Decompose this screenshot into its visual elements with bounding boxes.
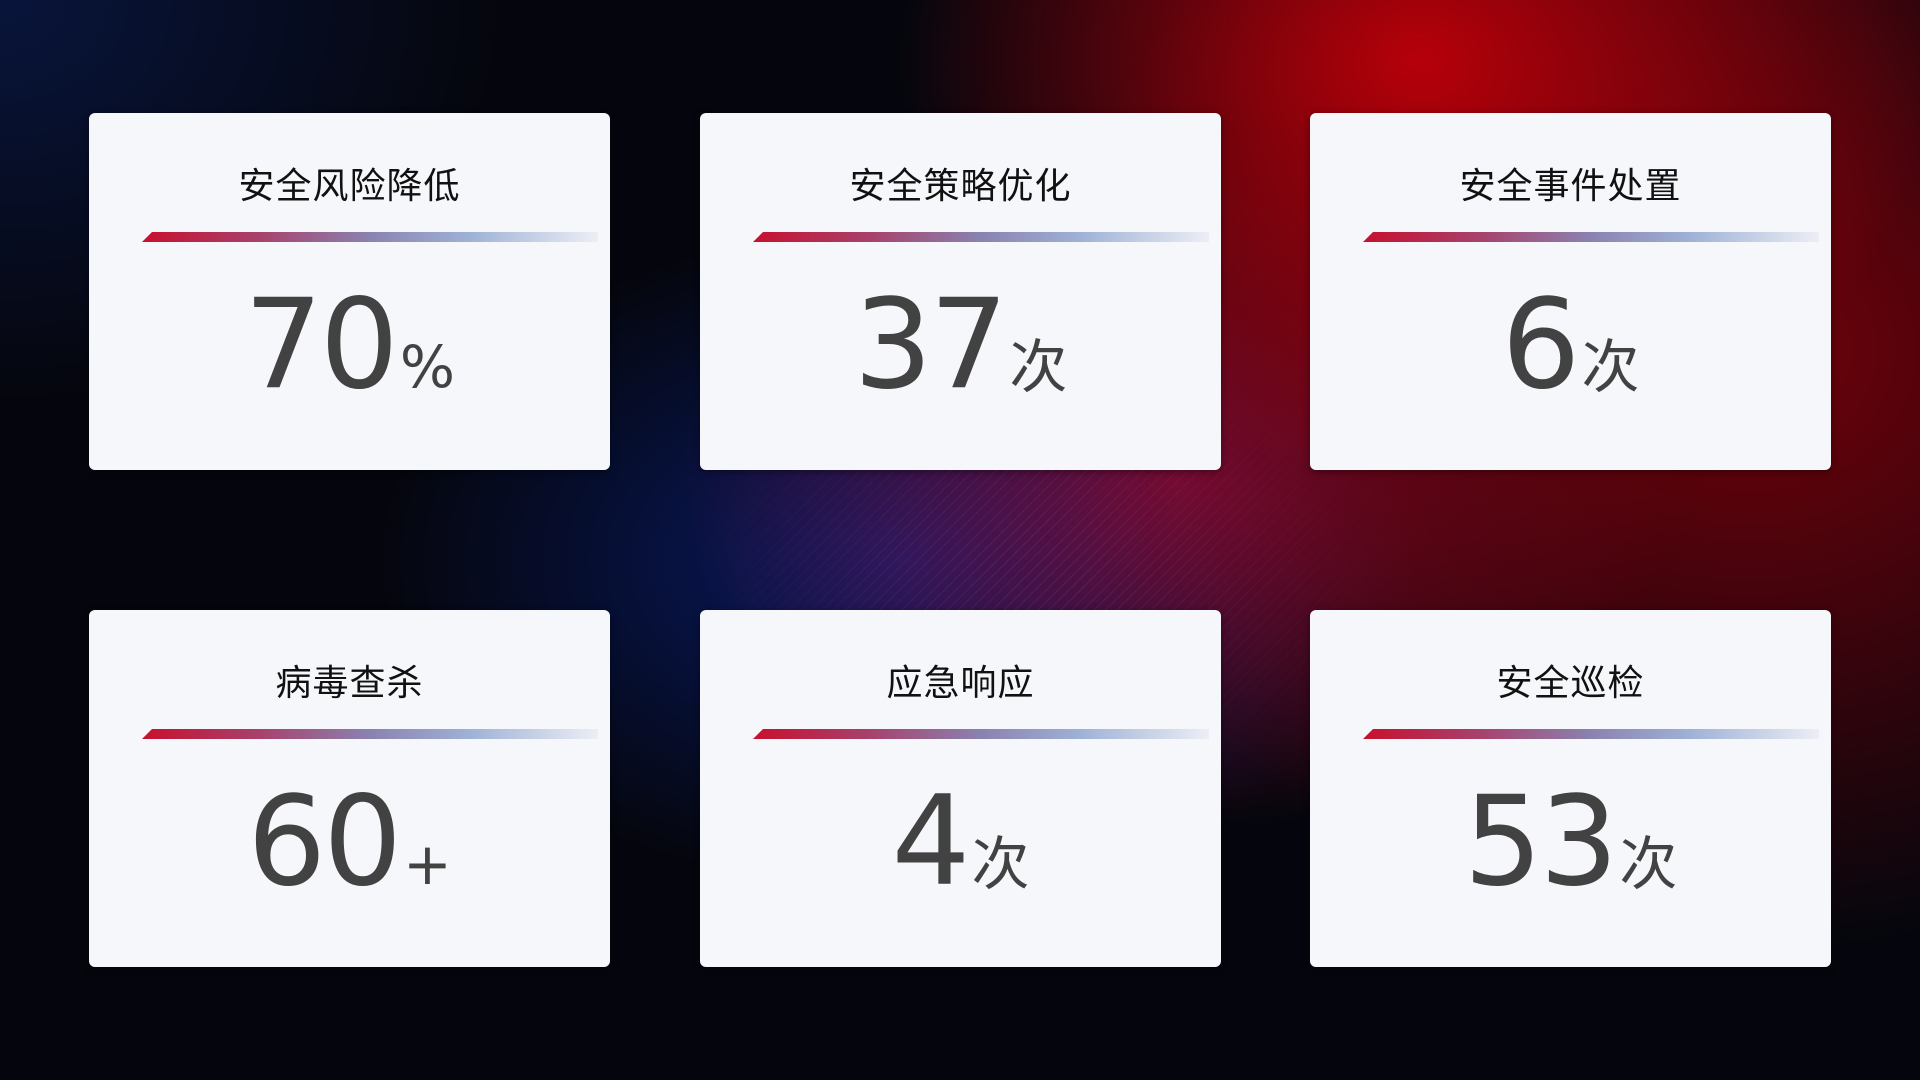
card-title: 病毒查杀	[275, 663, 424, 704]
card-title: 安全巡检	[1496, 663, 1645, 704]
value-unit: 次	[971, 830, 1030, 898]
card-value: 6次	[1310, 273, 1831, 417]
value-number: 6	[1501, 273, 1581, 417]
card-value: 37次	[700, 273, 1221, 417]
value-number: 60	[247, 770, 402, 914]
gradient-divider	[142, 729, 598, 739]
stat-card-risk-reduction: 安全风险降低 70%	[89, 113, 610, 470]
stat-card-virus-removal: 病毒查杀 60+	[89, 610, 610, 967]
stat-card-incident-handling: 安全事件处置 6次	[1310, 113, 1831, 470]
card-title: 应急响应	[886, 663, 1035, 704]
value-unit: 次	[1009, 333, 1068, 401]
card-value: 53次	[1310, 770, 1831, 914]
stat-card-policy-optimization: 安全策略优化 37次	[700, 113, 1221, 470]
value-unit: %	[399, 333, 455, 401]
value-number: 70	[244, 273, 399, 417]
value-unit: 次	[1581, 333, 1640, 401]
gradient-divider	[1363, 729, 1819, 739]
card-value: 4次	[700, 770, 1221, 914]
stat-card-security-inspection: 安全巡检 53次	[1310, 610, 1831, 967]
card-title: 安全策略优化	[849, 166, 1072, 207]
value-number: 4	[891, 770, 971, 914]
value-number: 37	[853, 273, 1009, 417]
value-unit: 次	[1619, 830, 1678, 898]
value-number: 53	[1463, 770, 1619, 914]
card-value: 60+	[89, 770, 610, 914]
gradient-divider	[1363, 232, 1819, 242]
card-value: 70%	[89, 273, 610, 417]
card-title: 安全风险降低	[238, 166, 461, 207]
gradient-divider	[142, 232, 598, 242]
card-title: 安全事件处置	[1459, 166, 1682, 207]
gradient-divider	[753, 729, 1209, 739]
stat-card-emergency-response: 应急响应 4次	[700, 610, 1221, 967]
value-unit: +	[403, 830, 452, 898]
gradient-divider	[753, 232, 1209, 242]
